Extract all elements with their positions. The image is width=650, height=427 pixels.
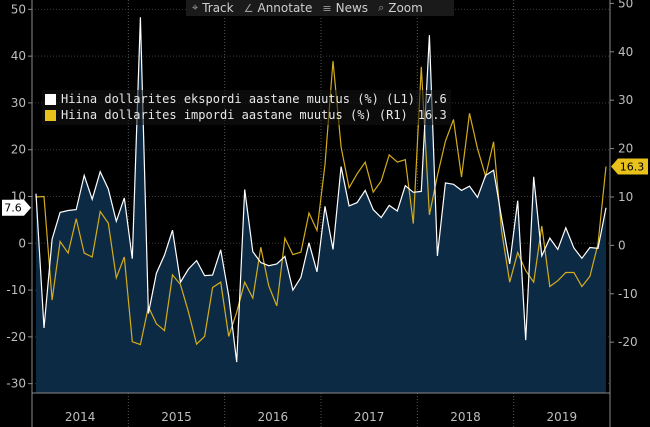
right-tick-label: 10 xyxy=(618,190,633,204)
zoom-label: Zoom xyxy=(388,1,423,15)
legend-label-import: Hiina dollarites impordi aastane muutus … xyxy=(61,108,408,122)
chart-legend: Hiina dollarites ekspordi aastane muutus… xyxy=(42,90,451,125)
right-tick-label: 20 xyxy=(618,142,633,156)
left-tick-label: -10 xyxy=(6,283,26,297)
export-line xyxy=(35,17,607,363)
left-tick-label: -30 xyxy=(6,377,26,391)
right-tick-label: 30 xyxy=(618,93,633,107)
x-tick-label: 2018 xyxy=(450,410,481,424)
right-tick-label: -20 xyxy=(618,335,638,349)
x-tick-label: 2016 xyxy=(258,410,289,424)
last-value-import: 16.3 xyxy=(620,160,645,173)
right-tick-label: 0 xyxy=(618,238,626,252)
crosshair-icon: ⌖ xyxy=(192,1,199,14)
left-tick-label: -20 xyxy=(6,330,26,344)
zoom-button[interactable]: ⌕ Zoom xyxy=(378,1,423,15)
import-line xyxy=(35,60,607,346)
x-tick-label: 2017 xyxy=(354,410,385,424)
legend-swatch-import xyxy=(45,109,56,121)
x-tick-label: 2015 xyxy=(161,410,192,424)
left-tick-label: 50 xyxy=(11,2,26,16)
legend-label-export: Hiina dollarites ekspordi aastane muutus… xyxy=(61,92,416,106)
right-tick-label: 40 xyxy=(618,45,633,59)
legend-value-import: 16.3 xyxy=(417,108,447,122)
legend-item-export: Hiina dollarites ekspordi aastane muutus… xyxy=(45,91,447,107)
x-tick-label: 2014 xyxy=(65,410,96,424)
right-tick-label: -10 xyxy=(618,287,638,301)
left-tick-label: 40 xyxy=(11,49,26,63)
legend-value-export: 7.6 xyxy=(425,92,447,106)
chart-toolbar: ⌖ Track ∠ Annotate ≡ News ⌕ Zoom xyxy=(186,0,454,16)
last-value-export: 7.6 xyxy=(4,202,22,215)
last-value-tag-export xyxy=(2,199,31,216)
last-value-tag-import xyxy=(611,158,648,175)
news-icon: ≡ xyxy=(322,1,332,15)
track-button[interactable]: ⌖ Track xyxy=(192,1,234,15)
annotate-button[interactable]: ∠ Annotate xyxy=(244,1,313,15)
news-button[interactable]: ≡ News xyxy=(322,1,368,15)
pencil-icon: ∠ xyxy=(243,1,254,15)
track-label: Track xyxy=(202,1,234,15)
annotate-label: Annotate xyxy=(257,1,313,15)
left-tick-label: 0 xyxy=(18,236,26,250)
news-label: News xyxy=(335,1,369,15)
x-tick-label: 2019 xyxy=(547,410,578,424)
export-area xyxy=(36,17,606,394)
magnifier-icon: ⌕ xyxy=(378,1,385,14)
right-tick-label: 50 xyxy=(618,0,633,10)
left-tick-label: 20 xyxy=(11,143,26,157)
left-tick-label: 30 xyxy=(11,96,26,110)
legend-swatch-export xyxy=(45,93,56,105)
legend-item-import: Hiina dollarites impordi aastane muutus … xyxy=(45,107,447,123)
